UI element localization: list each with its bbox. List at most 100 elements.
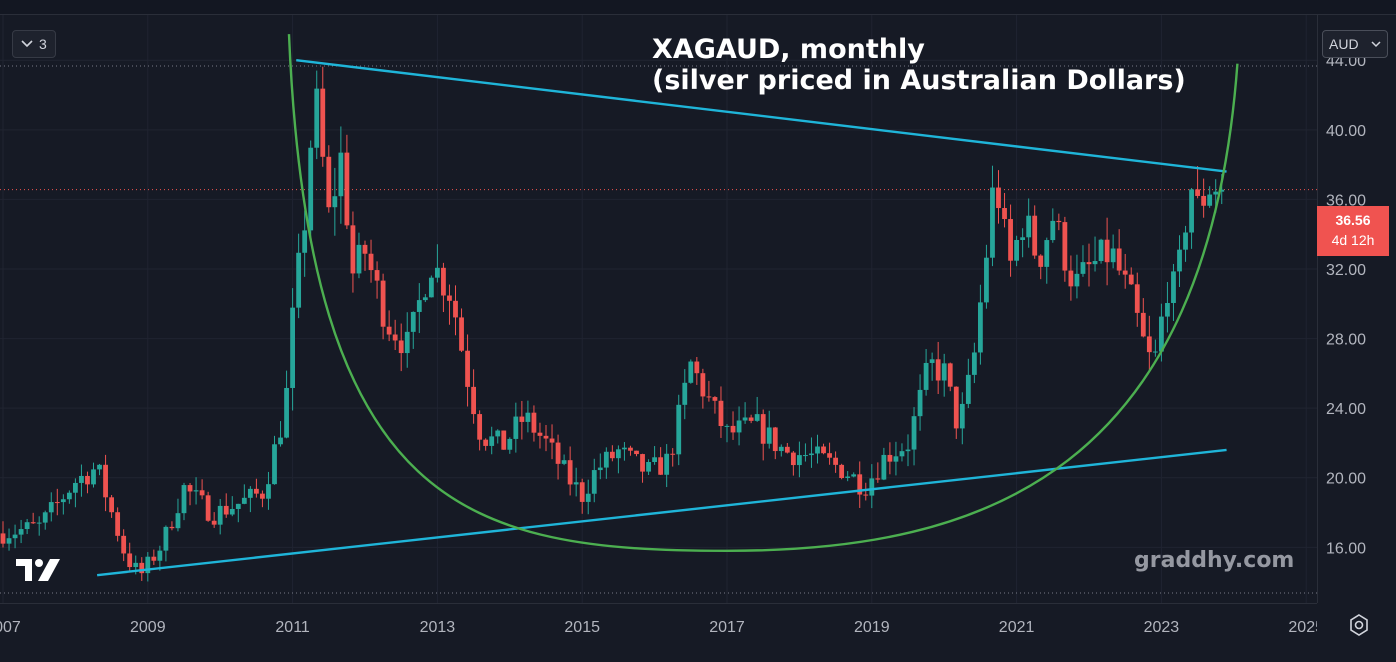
candle-body: [260, 493, 265, 499]
chevron-down-icon: [1371, 40, 1381, 47]
candle-body: [1159, 316, 1164, 352]
candle-body: [193, 490, 199, 492]
candle-body: [103, 464, 108, 498]
candle-body: [175, 513, 181, 529]
time-tick-label: 2013: [420, 619, 456, 636]
candle-body: [567, 460, 573, 485]
candle-body: [573, 482, 579, 485]
candle-body: [416, 300, 422, 312]
candle-body: [766, 427, 772, 444]
candle-body: [984, 257, 989, 303]
indicator-count: 3: [39, 36, 47, 52]
candle-body: [223, 505, 229, 515]
candle-body: [368, 253, 374, 271]
candle-body: [1092, 261, 1098, 265]
candle-body: [326, 156, 332, 208]
candle-body: [531, 412, 537, 433]
candle-body: [1086, 262, 1092, 265]
currency-selector[interactable]: AUD: [1322, 30, 1388, 58]
candle-body: [465, 350, 470, 387]
candle-body: [229, 508, 235, 515]
candle-body: [1032, 215, 1038, 256]
candle-body: [784, 446, 790, 453]
candle-body: [501, 430, 507, 450]
candle-body: [899, 451, 905, 457]
candle-body: [97, 464, 102, 470]
time-scale[interactable]: 2007 2009 2011 2013 2015 2017 2019 2021 2023 2025: [0, 603, 1324, 657]
candle-body: [163, 526, 169, 551]
candle-body: [742, 417, 748, 421]
price-tick-label: 16.00: [1326, 540, 1366, 557]
candle-body: [706, 396, 712, 398]
price-tick-label: 20.00: [1326, 471, 1366, 488]
candle-body: [404, 331, 410, 354]
currency-label: AUD: [1329, 36, 1359, 52]
candle-body: [579, 482, 585, 502]
candle-body: [344, 152, 350, 226]
candle-body: [157, 550, 163, 561]
candle-body: [36, 522, 42, 524]
candle-body: [712, 397, 718, 401]
candle-body: [628, 447, 633, 451]
candle-body: [1183, 232, 1188, 250]
candle-body: [519, 416, 525, 422]
candle-body: [591, 470, 597, 494]
candle-body: [652, 457, 657, 462]
candle-body: [694, 361, 700, 374]
candle-body: [1020, 237, 1026, 240]
candle-body: [760, 414, 766, 444]
annotations-group: [96, 34, 1239, 577]
chart-canvas[interactable]: [0, 15, 1317, 603]
candle-body: [887, 454, 893, 462]
candle-body: [356, 244, 362, 274]
candle-body: [374, 270, 380, 281]
candle-body: [905, 449, 911, 452]
candle-body: [422, 297, 428, 301]
candle-body: [320, 88, 326, 157]
time-tick-label: 2025: [1288, 619, 1317, 636]
time-tick-label: 2017: [709, 619, 745, 636]
candle-body: [911, 416, 917, 450]
candle-body: [971, 352, 977, 375]
candle-body: [1140, 312, 1146, 337]
candle-body: [350, 225, 356, 274]
chevron-down-icon: [21, 40, 33, 48]
candle-body: [205, 495, 211, 521]
candle-body: [543, 435, 549, 439]
candle-body: [1014, 239, 1019, 261]
candle-body: [730, 425, 736, 433]
candle-body: [1122, 270, 1128, 275]
trendline: [296, 59, 1227, 173]
time-tick-label: 2007: [0, 619, 21, 636]
candle-body: [1134, 284, 1140, 313]
candle-body: [549, 438, 555, 443]
candle-body: [718, 400, 724, 427]
indicators-toggle-button[interactable]: 3: [12, 30, 56, 58]
top-toolbar-strip: [0, 0, 1396, 15]
candle-body: [917, 389, 923, 417]
candle-body: [754, 414, 760, 421]
candle-body: [1062, 222, 1068, 271]
candle-body: [109, 497, 114, 513]
candle-body: [211, 520, 217, 525]
candle-body: [362, 244, 368, 254]
candle-body: [845, 476, 851, 478]
settings-icon[interactable]: [1346, 612, 1372, 638]
price-scale[interactable]: 16.00 20.00 24.00 28.00 32.00 36.00 40.00 44.00: [1317, 15, 1396, 603]
candle-body: [199, 490, 205, 496]
candle-body: [247, 488, 253, 498]
candle-body: [1044, 240, 1050, 267]
time-tick-label: 2021: [999, 619, 1035, 636]
candle-body: [386, 326, 392, 335]
candle-body: [489, 436, 495, 446]
candle-body: [1110, 248, 1116, 263]
chart-plot-area[interactable]: [0, 15, 1317, 603]
candle-body: [821, 446, 826, 454]
candle-body: [1038, 255, 1044, 267]
candle-body: [1068, 270, 1074, 287]
price-tick-label: 32.00: [1326, 262, 1366, 279]
last-price-value: 36.56: [1335, 212, 1371, 228]
candle-body: [428, 277, 434, 298]
candle-body: [398, 340, 404, 354]
candle-body: [91, 469, 96, 485]
